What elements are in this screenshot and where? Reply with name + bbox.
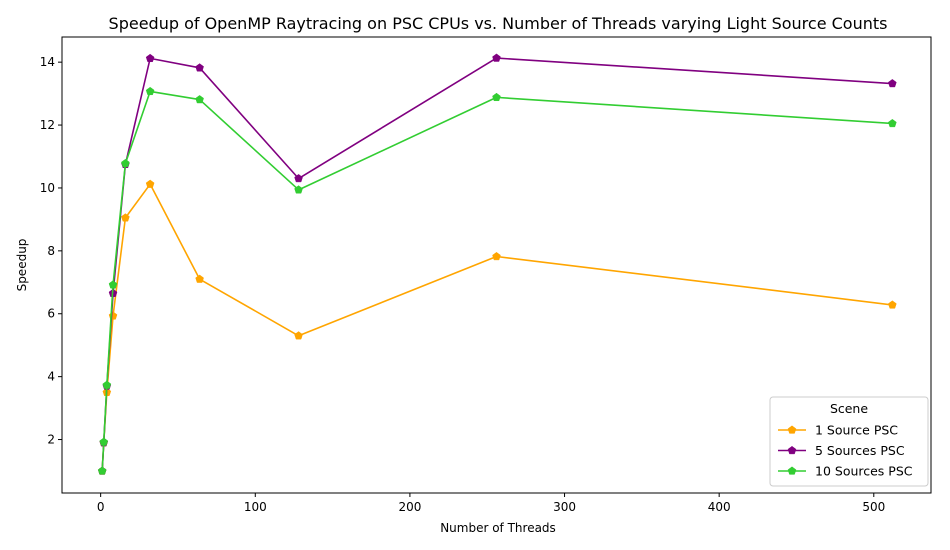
data-point [97,466,107,475]
legend-item: 10 Sources PSC [778,464,913,479]
x-axis-label: Number of Threads [440,521,556,535]
x-tick-label: 400 [708,500,731,514]
series-layer [97,53,897,475]
data-point [195,63,204,72]
x-tick-label: 100 [244,500,267,514]
y-tick-label: 4 [47,370,55,384]
data-point [888,79,897,88]
x-tick-label: 200 [398,500,421,514]
y-axis: 2 4 6 8 10 12 14 [40,55,62,447]
data-point [145,53,155,63]
data-point [102,380,112,389]
legend-label: 10 Sources PSC [815,464,913,479]
y-tick-label: 8 [47,244,55,258]
data-point [492,92,501,102]
legend-title: Scene [830,401,868,416]
legend-marker [787,445,797,455]
data-point [294,331,303,340]
x-axis: 0 100 200 300 400 500 [97,493,885,514]
legend-box [769,396,929,487]
chart-title: Speedup of OpenMP Raytracing on PSC CPUs… [109,14,888,33]
legend-label: 1 Source PSC [815,423,898,438]
data-point [121,158,130,168]
x-tick-label: 0 [97,500,105,514]
data-point [195,95,204,104]
data-point [294,185,303,194]
y-tick-label: 2 [47,433,55,447]
data-point [492,252,501,261]
data-point [195,274,204,283]
data-point [294,174,303,183]
x-tick-label: 300 [553,500,576,514]
data-point [145,86,155,96]
series-line [101,90,893,472]
legend-item: 1 Source PSC [778,423,898,438]
y-tick-label: 12 [40,118,55,132]
series-3 [97,86,897,475]
y-axis-label: Speedup [15,239,29,292]
data-point [108,280,118,289]
legend-label: 5 Sources PSC [815,443,905,458]
y-tick-label: 10 [40,181,55,195]
data-point [492,53,501,62]
data-point [99,437,109,446]
legend-marker [787,425,797,434]
legend-marker [787,466,797,475]
y-tick-label: 6 [47,307,55,321]
legend-item: 5 Sources PSC [778,443,905,458]
x-tick-label: 500 [862,500,885,514]
legend: Scene 1 Source PSC 5 Sources PSC 10 Source… [769,396,929,487]
y-tick-label: 14 [40,55,55,69]
data-point [145,179,155,188]
data-point [121,213,130,222]
data-point [888,300,897,309]
data-point [888,118,897,128]
